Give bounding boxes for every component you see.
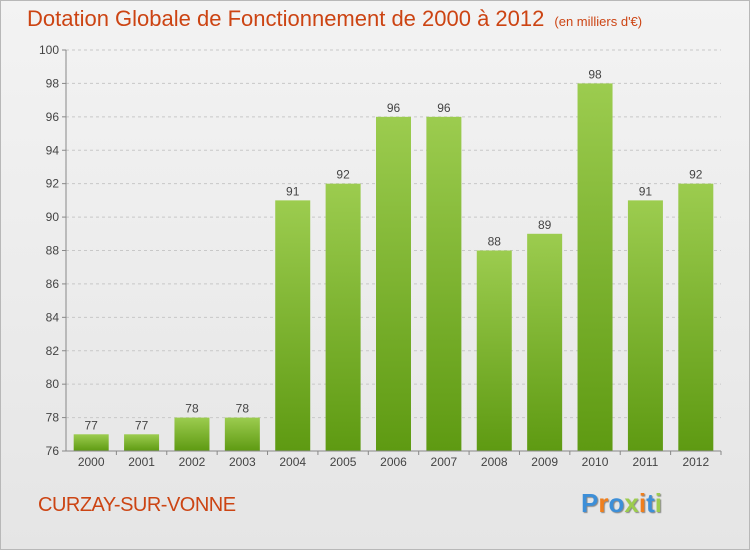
commune-name: CURZAY-SUR-VONNE bbox=[38, 494, 236, 516]
data-label-2012: 92 bbox=[689, 168, 703, 182]
bar-2002 bbox=[174, 417, 210, 451]
chart-unit-label: (en milliers d'€) bbox=[554, 14, 643, 29]
x-tick-label-2010: 2010 bbox=[582, 455, 609, 469]
data-label-2004: 91 bbox=[286, 184, 300, 198]
y-tick-label: 86 bbox=[46, 277, 60, 291]
data-label-2007: 96 bbox=[437, 101, 451, 115]
data-label-2000: 77 bbox=[85, 418, 99, 432]
x-tick-label-2000: 2000 bbox=[78, 455, 105, 469]
logo-letter: P bbox=[581, 488, 599, 518]
x-axis: 2000 2001 2002 2003 2004 2005 2006 2007 2008 2009… bbox=[66, 450, 722, 469]
y-tick-label: 88 bbox=[46, 244, 60, 258]
bar-2010 bbox=[577, 83, 613, 452]
y-tick-label: 96 bbox=[46, 110, 60, 124]
y-axis: 76 78 80 82 84 86 88 90 92 94 96 98 100 bbox=[39, 43, 67, 458]
data-label-2010: 98 bbox=[588, 67, 602, 81]
proxiti-logo: Proxiti bbox=[581, 488, 662, 519]
data-label-2011: 91 bbox=[639, 184, 653, 198]
data-label-2003: 78 bbox=[236, 402, 250, 416]
bar-2007 bbox=[426, 116, 462, 451]
y-tick-label: 80 bbox=[46, 377, 60, 391]
y-tick-label: 78 bbox=[46, 411, 60, 425]
y-tick-label: 100 bbox=[39, 43, 59, 57]
bar-2011 bbox=[627, 200, 663, 451]
x-tick-label-2011: 2011 bbox=[633, 455, 659, 469]
data-label-2005: 92 bbox=[336, 168, 350, 182]
x-tick-label-2007: 2007 bbox=[431, 455, 458, 469]
x-tick-label-2006: 2006 bbox=[380, 455, 407, 469]
bar-2009 bbox=[527, 233, 563, 451]
bar-2005 bbox=[325, 183, 361, 451]
y-tick-label: 84 bbox=[46, 310, 60, 324]
x-tick-label-2009: 2009 bbox=[531, 455, 558, 469]
logo-letter: t bbox=[646, 488, 655, 518]
bar-2012 bbox=[678, 183, 714, 451]
y-tick-label: 76 bbox=[46, 444, 60, 458]
logo-letter: i bbox=[638, 488, 647, 518]
y-tick-label: 94 bbox=[46, 143, 60, 157]
bar-2000 bbox=[73, 434, 109, 451]
data-label-2009: 89 bbox=[538, 218, 552, 232]
bars: 77 77 78 78 91 92 96 96 88 89 98 91 92 bbox=[73, 67, 714, 452]
data-label-2002: 78 bbox=[185, 402, 199, 416]
chart-title-text: Dotation Globale de Fonctionnement de 20… bbox=[27, 6, 545, 31]
logo-letter: x bbox=[624, 488, 639, 518]
data-label-2001: 77 bbox=[135, 418, 149, 432]
x-tick-label-2002: 2002 bbox=[179, 455, 206, 469]
x-tick-label-2008: 2008 bbox=[481, 455, 508, 469]
y-tick-label: 92 bbox=[46, 177, 60, 191]
bar-2006 bbox=[376, 116, 411, 451]
x-tick-label-2005: 2005 bbox=[330, 455, 357, 469]
bar-2001 bbox=[124, 434, 160, 451]
y-tick-label: 82 bbox=[46, 344, 60, 358]
x-tick-label-2003: 2003 bbox=[229, 455, 256, 469]
x-tick-label-2001: 2001 bbox=[128, 455, 155, 469]
bar-2003 bbox=[224, 417, 260, 451]
logo-letter: r bbox=[598, 488, 609, 518]
chart-title: Dotation Globale de Fonctionnement de 20… bbox=[27, 6, 642, 32]
y-tick-label: 90 bbox=[46, 210, 60, 224]
y-tick-label: 98 bbox=[46, 76, 60, 90]
x-tick-label-2004: 2004 bbox=[279, 455, 306, 469]
x-tick-label-2012: 2012 bbox=[682, 455, 709, 469]
logo-letter: o bbox=[608, 488, 625, 518]
data-label-2008: 88 bbox=[488, 235, 502, 249]
grid-lines bbox=[66, 49, 721, 452]
data-label-2006: 96 bbox=[387, 101, 401, 115]
logo-letter: i bbox=[654, 488, 662, 518]
bar-2004 bbox=[275, 200, 311, 451]
bar-2008 bbox=[476, 250, 512, 451]
